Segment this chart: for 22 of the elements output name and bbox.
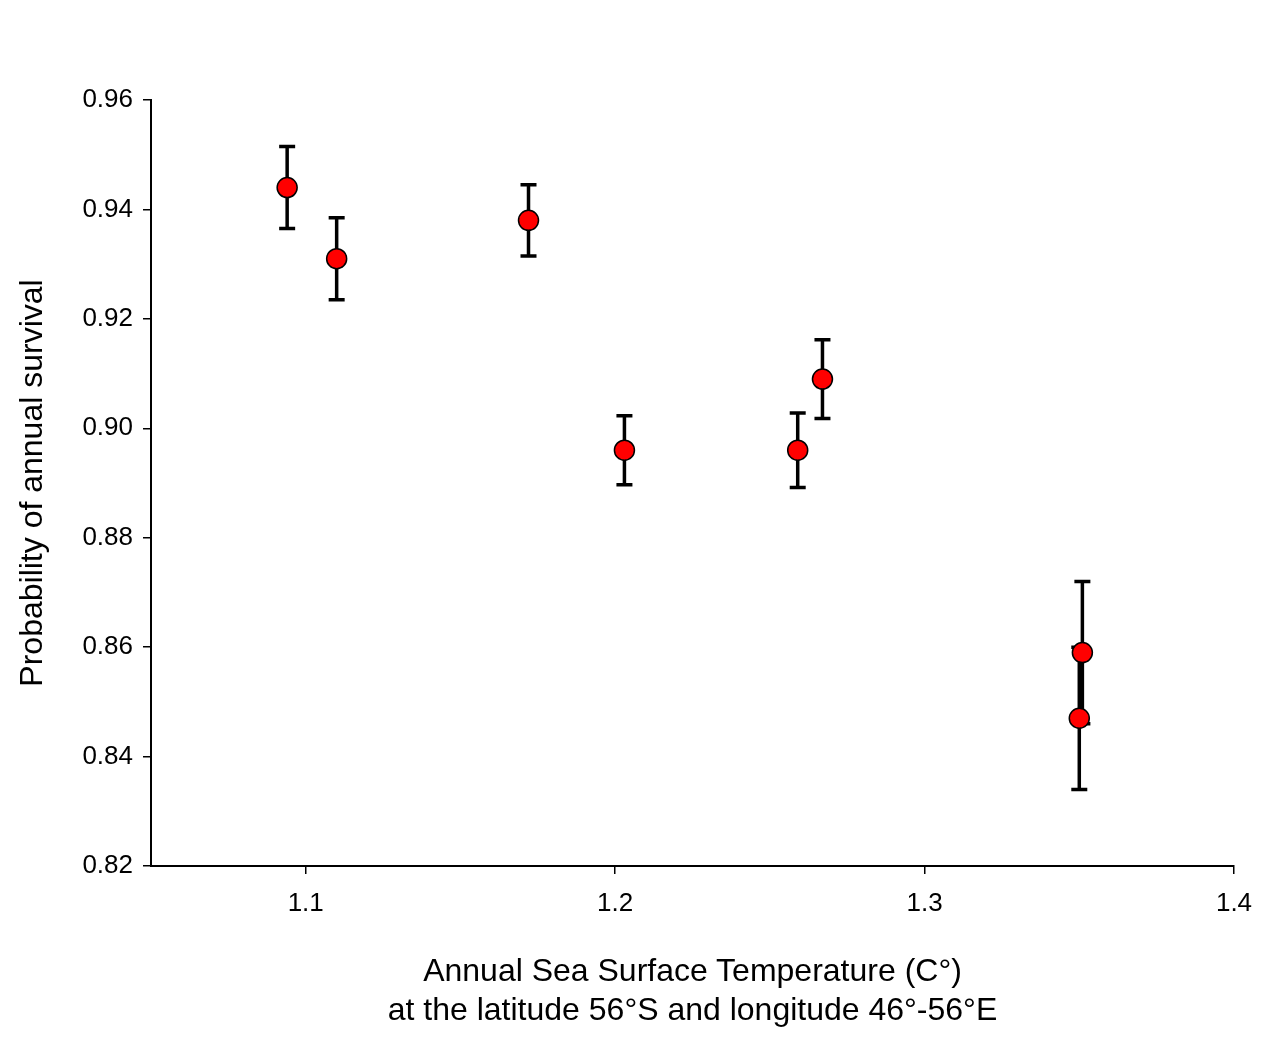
y-tick-label: 0.92 [82,302,133,333]
point [325,247,348,270]
y-axis-title: Probability of annual survival [13,279,50,687]
x-tick-label: 1.2 [597,886,634,917]
x-tick-label: 1.1 [287,886,324,917]
point [1071,641,1094,664]
point [517,209,540,232]
point [276,176,298,199]
y-tick-label: 0.90 [82,411,133,442]
x-axis-title: Annual Sea Surface Temperature (C°) at the latitude 56°S and longitude 46°-56°E [387,952,998,1027]
y-tick-label: 0.82 [82,849,133,880]
point [786,439,809,461]
y-tick-label: 0.94 [82,192,133,223]
y-tick-label: 0.86 [82,630,133,661]
y-tick-label: 0.96 [82,83,133,114]
point [811,368,834,390]
x-tick-label: 1.4 [1215,886,1253,917]
x-tick-label: 1.3 [906,886,943,917]
point [1068,707,1091,730]
y-tick-label: 0.84 [82,739,133,770]
y-tick-label: 0.88 [82,520,133,551]
point [613,439,636,461]
